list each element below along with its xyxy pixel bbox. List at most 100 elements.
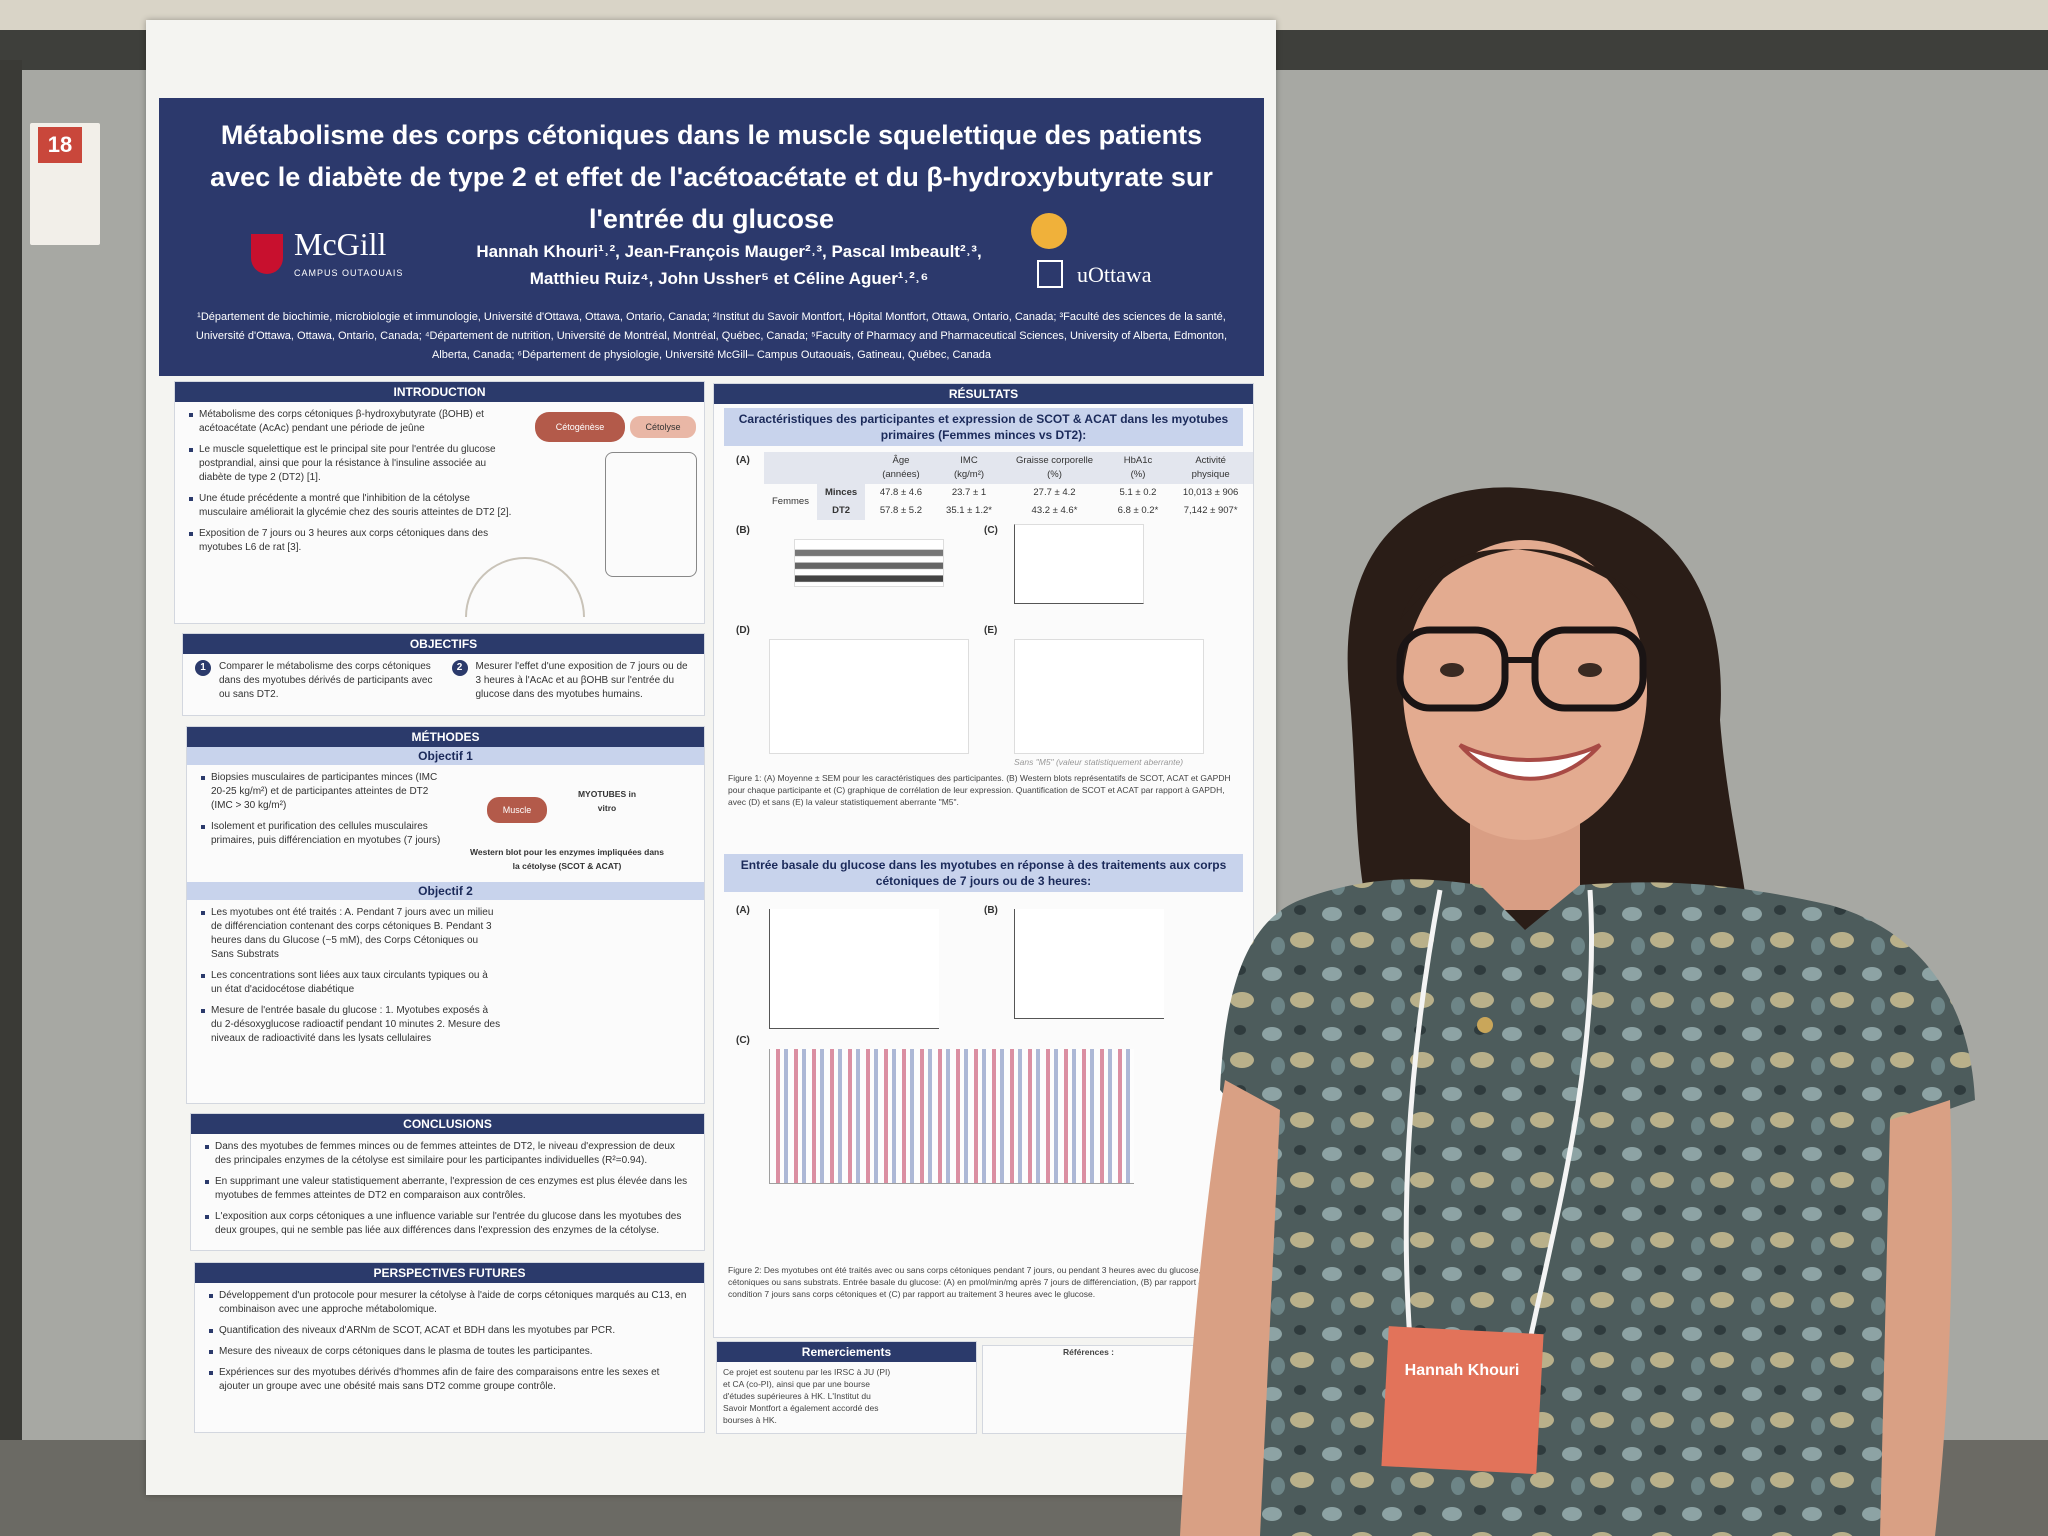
conclusions: CONCLUSIONS Dans des myotubes de femmes … — [190, 1113, 705, 1251]
eye — [1440, 663, 1464, 677]
bullet: L'exposition aux corps cétoniques a une … — [205, 1210, 690, 1238]
figure-panel — [1014, 639, 1204, 754]
bullet: Une étude précédente a montré que l'inhi… — [189, 492, 519, 520]
diagram-node: Cétogénèse — [535, 412, 625, 442]
panel-label: (C) — [984, 525, 998, 536]
hair — [1347, 487, 1751, 1020]
table-group: Femmes — [772, 496, 809, 507]
table-cell: 57.8 ± 5.2 — [879, 505, 923, 516]
figure-panel — [769, 639, 969, 754]
table-cell: 47.8 ± 4.6 — [879, 487, 923, 498]
bullet-list: Dans des myotubes de femmes minces ou de… — [191, 1134, 704, 1251]
smile — [1458, 743, 1602, 781]
logo-montfort — [1031, 213, 1067, 249]
bullet: Les myotubes ont été traités : A. Pendan… — [201, 906, 501, 962]
figure-panel — [769, 1049, 1134, 1184]
badge-name: Hannah Khouri — [1405, 1362, 1520, 1379]
panel-label: (A) — [736, 905, 750, 916]
bullet: Isolement et purification des cellules m… — [201, 820, 441, 848]
table-cell: 35.1 ± 1.2* — [946, 505, 992, 516]
table-cell: 43.2 ± 4.6* — [1031, 505, 1078, 516]
correlation-plot — [1014, 524, 1144, 604]
affiliations: ¹Département de biochimie, microbiologie… — [195, 311, 1228, 361]
lanyard — [1403, 889, 1595, 1341]
characteristics-table: Âge (années) IMC (kg/m²) Graisse corporell… — [764, 452, 1253, 520]
sub-heading: Objectif 1 — [187, 747, 704, 765]
figure-title: Caractéristiques des participantes et ex… — [724, 408, 1243, 446]
section-heading: PERSPECTIVES FUTURES — [195, 1263, 704, 1283]
panel-label: (C) — [736, 1035, 750, 1046]
table-cell: 7,142 ± 907* — [1183, 505, 1238, 516]
section-heading: OBJECTIFS — [183, 634, 704, 654]
authors: Hannah Khouri¹˒², Jean-François Mauger²˒… — [409, 238, 1049, 292]
logo-mcgill-sub: CAMPUS OUTAOUAIS — [294, 268, 404, 278]
bullet: Métabolisme des corps cétoniques β-hydro… — [189, 408, 519, 436]
panel-label: (E) — [984, 625, 998, 636]
author-line: Hannah Khouri¹˒², Jean-François Mauger²˒… — [476, 242, 982, 261]
poster-header: Métabolisme des corps cétoniques dans le… — [159, 98, 1264, 376]
diagram-node: MYOTUBES in vitro — [577, 789, 637, 813]
objective-number: 2 — [451, 660, 468, 676]
diagram-caption: Western blot pour les enzymes impliquées… — [470, 847, 664, 871]
bullet-list: Métabolisme des corps cétoniques β-hydro… — [175, 402, 533, 568]
section-heading: CONCLUSIONS — [191, 1114, 704, 1134]
bullet-list: Biopsies musculaires de participantes mi… — [187, 765, 455, 861]
bullet-list: Développement d'un protocole pour mesure… — [195, 1283, 704, 1407]
logo-mcgill: McGill — [294, 226, 387, 262]
table-cell: 10,013 ± 906 — [1182, 487, 1239, 498]
table-header: IMC (kg/m²) — [936, 452, 1002, 484]
table-cell — [764, 452, 817, 484]
bullet: Exposition de 7 jours ou 3 heures aux co… — [189, 527, 519, 555]
introduction: INTRODUCTION Métabolisme des corps céton… — [174, 381, 705, 624]
references: Références : — [982, 1345, 1195, 1434]
figure-note: Sans "M5" (valeur statistiquement aberra… — [1014, 757, 1184, 767]
bullet: En supprimant une valeur statistiquement… — [205, 1175, 690, 1203]
figure-caption: Figure 2: Des myotubes ont été traités a… — [728, 1265, 1225, 1299]
pole — [0, 60, 22, 1480]
objective-text: Mesurer l'effet d'une exposition de 7 jo… — [475, 661, 688, 700]
section-heading: MÉTHODES — [187, 727, 704, 747]
face — [1403, 540, 1647, 840]
bullet: Quantification des niveaux d'ARNm de SCO… — [209, 1324, 690, 1338]
western-blot — [794, 539, 944, 587]
glasses-lens — [1531, 626, 1647, 712]
methodes: MÉTHODES Objectif 1 Biopsies musculaires… — [186, 726, 705, 1104]
logo-shield — [251, 234, 283, 274]
pathway-box — [605, 452, 697, 577]
table-cell: 6.8 ± 0.2* — [1117, 505, 1159, 516]
figure-panel — [769, 909, 939, 1029]
room-sign: 18 — [30, 123, 100, 245]
logo-uottawa: uOttawa — [1077, 262, 1152, 287]
bullet: Mesure des niveaux de corps cétoniques d… — [209, 1345, 690, 1359]
table-cell: DT2 — [816, 502, 866, 520]
panel-label: (D) — [736, 625, 750, 636]
pendant — [1477, 1017, 1493, 1033]
bullet: Mesure de l'entrée basale du glucose : 1… — [201, 1004, 501, 1046]
bullet: Expériences sur des myotubes dérivés d'h… — [209, 1366, 690, 1394]
neck — [1470, 780, 1580, 910]
eye — [1578, 663, 1602, 677]
objective-text: Comparer le métabolisme des corps cétoni… — [219, 661, 433, 700]
table-header-row: Âge (années) IMC (kg/m²) Graisse corporell… — [764, 452, 1253, 484]
acknowledgement-text: Ce projet est soutenu par les IRSC à JU … — [723, 1367, 891, 1425]
section-heading: INTRODUCTION — [175, 382, 704, 402]
figure-title: Entrée basale du glucose dans les myotub… — [724, 854, 1243, 892]
figure-caption: Figure 1: (A) Moyenne ± SEM pour les car… — [728, 773, 1231, 807]
objectifs: OBJECTIFS 1 Comparer le métabolisme des c… — [182, 633, 705, 716]
table-row: DT2 57.8 ± 5.2 35.1 ± 1.2* 43.2 ± 4.6* 6.8 ±… — [764, 502, 1253, 520]
table-cell: 27.7 ± 4.2 — [1033, 487, 1076, 498]
figure-panel — [1014, 909, 1164, 1019]
table-cell: Minces — [816, 484, 866, 502]
diagram-node: Muscle — [487, 797, 547, 823]
section-heading: RÉSULTATS — [714, 384, 1253, 404]
table-header: Graisse corporelle (%) — [1001, 452, 1108, 484]
fringe — [1400, 549, 1640, 620]
diagram-node: Cétolyse — [630, 416, 696, 438]
panel-label: (A) — [736, 455, 750, 466]
references-heading: Références : — [1062, 1347, 1115, 1357]
bullet: Développement d'un protocole pour mesure… — [209, 1289, 690, 1317]
table-header: Âge (années) — [865, 452, 937, 484]
table-row: Femmes Minces 47.8 ± 4.6 23.7 ± 1 27.7 ± 4.2… — [764, 484, 1253, 507]
poster-title: Métabolisme des corps cétoniques dans le… — [210, 120, 1213, 234]
